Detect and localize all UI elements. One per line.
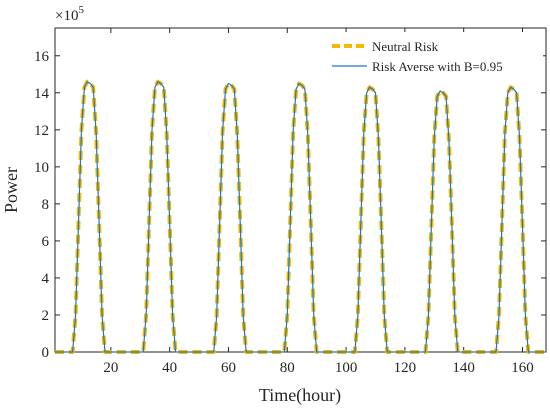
y-tick-label: 8: [42, 197, 50, 213]
x-axis-label: Time(hour): [259, 385, 341, 406]
y-tick-label: 2: [42, 308, 50, 324]
x-tick-label: 80: [280, 360, 295, 376]
x-tick-label: 100: [335, 360, 358, 376]
series-layer: [55, 79, 546, 354]
x-tick-label: 40: [162, 360, 177, 376]
y-tick-label: 6: [42, 234, 50, 250]
x-tick-label: 60: [221, 360, 236, 376]
x-tick-label: 120: [394, 360, 417, 376]
y-multiplier: ×105: [55, 4, 84, 24]
legend-label-risk-averse: Risk Averse with B=0.95: [372, 59, 503, 74]
y-multiplier-base: ×10: [55, 8, 78, 24]
legend-box: [325, 32, 543, 78]
y-tick-label: 10: [34, 160, 49, 176]
y-axis-label: Power: [1, 167, 21, 213]
x-tick-label: 140: [452, 360, 475, 376]
y-multiplier-exponent: 5: [78, 4, 84, 16]
y-tick-label: 14: [34, 86, 50, 102]
y-tick-label: 4: [42, 271, 50, 287]
x-tick-label: 160: [511, 360, 534, 376]
x-tick-label: 20: [103, 360, 118, 376]
plot-area: [54, 27, 547, 353]
series-line-risk-averse: [55, 81, 546, 353]
legend: Neutral Risk Risk Averse with B=0.95: [325, 32, 543, 78]
legend-label-neutral-risk: Neutral Risk: [372, 39, 439, 54]
y-tick-label: 12: [34, 123, 49, 139]
y-tick-label: 0: [42, 345, 50, 361]
y-tick-label: 16: [34, 49, 50, 65]
y-axis-ticks: 0 2 4 6 8 10 12 14 16: [34, 49, 546, 361]
